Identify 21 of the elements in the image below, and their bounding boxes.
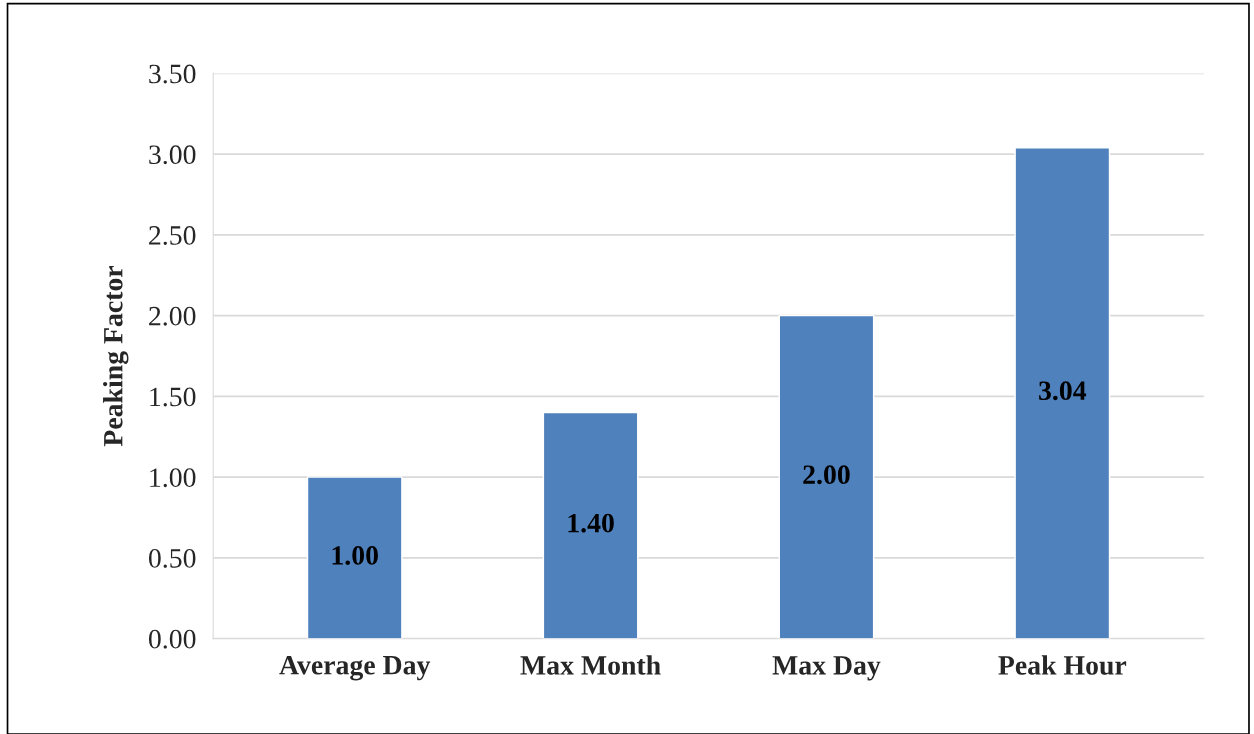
bar xyxy=(1014,146,1111,639)
y-tick-label: 3.50 xyxy=(149,64,196,84)
y-tick-label: 2.50 xyxy=(149,226,196,245)
data-label: 1.40 xyxy=(568,513,614,533)
x-tick-label: Max Day xyxy=(772,656,881,681)
y-tick-label: 2.00 xyxy=(149,306,196,326)
y-axis-title: Peaking Factor xyxy=(103,265,129,447)
y-tick-label: 3.00 xyxy=(149,145,196,165)
y-tick-label: 0.50 xyxy=(148,549,196,568)
data-label: 1.00 xyxy=(332,546,378,565)
x-tick-label: Peak Hour xyxy=(998,655,1127,675)
data-label: 2.00 xyxy=(803,465,850,485)
x-tick-label: Max Month xyxy=(520,655,661,675)
y-tick-label: 0.00 xyxy=(148,629,196,649)
y-tick-label: 1.00 xyxy=(150,468,196,488)
bar xyxy=(542,411,639,639)
bar xyxy=(306,476,403,639)
x-tick-label: Average Day xyxy=(279,655,431,681)
data-label: 3.04 xyxy=(1039,381,1087,401)
bar xyxy=(778,314,875,639)
y-tick-label: 1.50 xyxy=(150,387,196,407)
